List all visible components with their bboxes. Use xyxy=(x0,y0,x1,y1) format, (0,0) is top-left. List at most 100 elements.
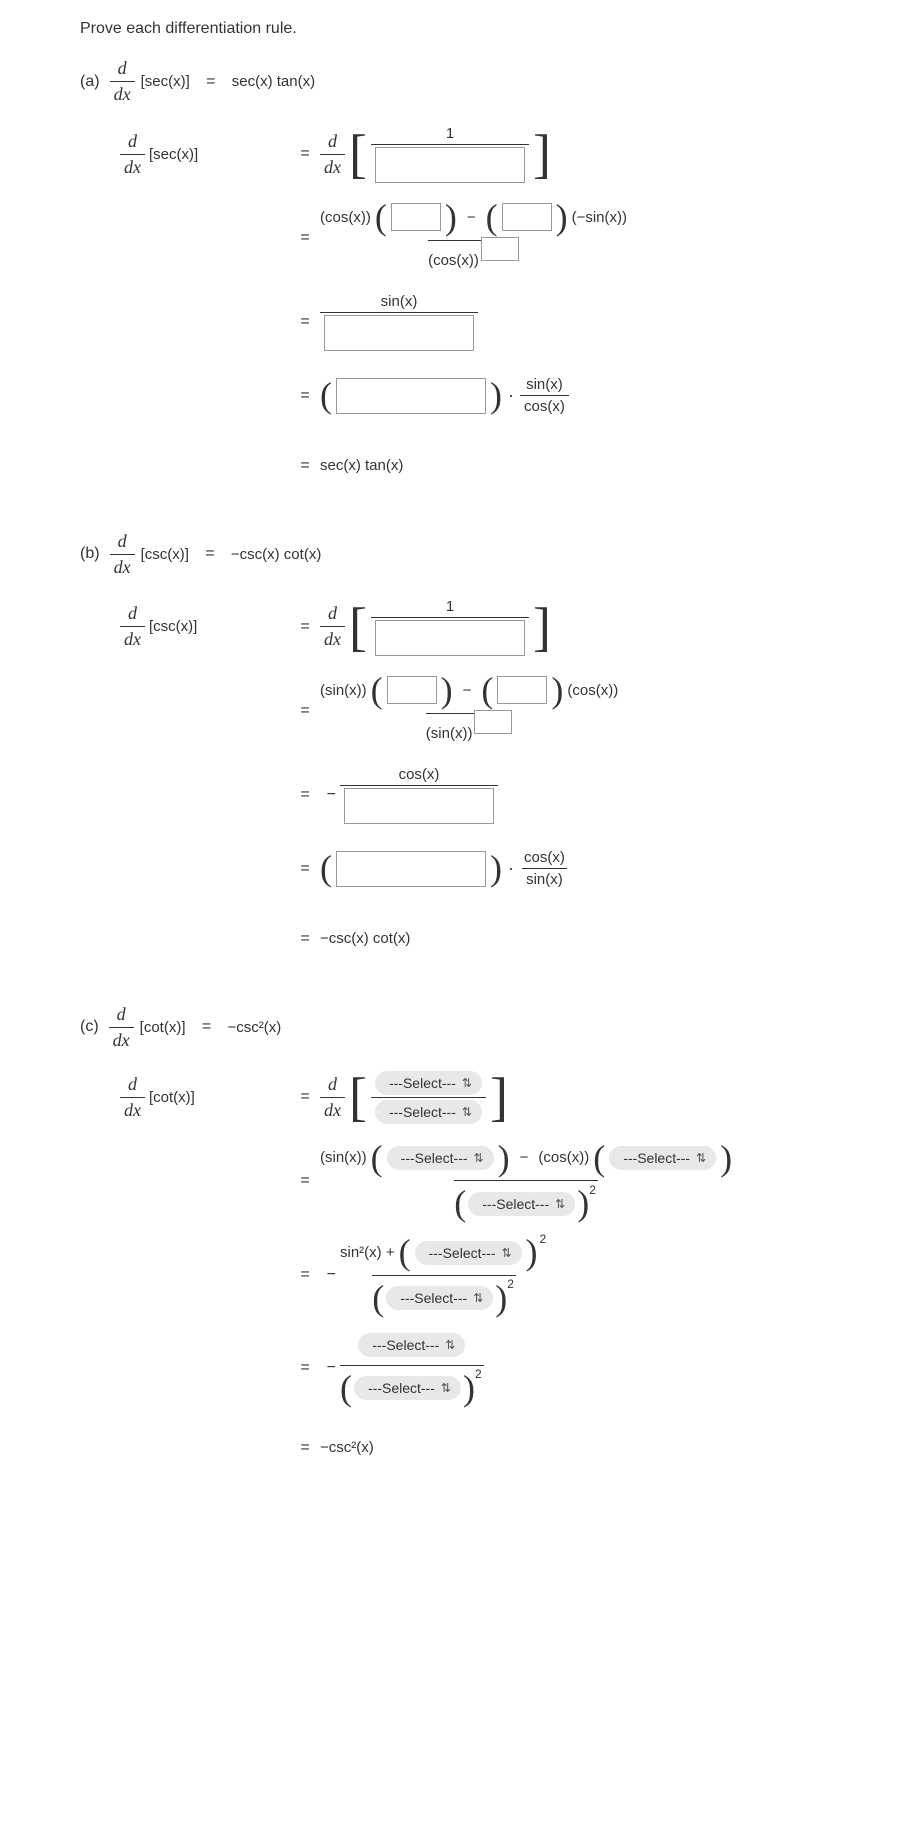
updown-icon: ⇅ xyxy=(445,1338,455,1352)
dx-sym: dx xyxy=(113,1030,130,1051)
select-c1-den[interactable]: ---Select---⇅ xyxy=(375,1100,482,1124)
part-c: (c) ddx [cot(x)] = −csc²(x) ddx [cot(x)]… xyxy=(80,1004,879,1473)
rule-c-lhs: [cot(x)] xyxy=(140,1019,186,1036)
equals: = xyxy=(290,457,320,475)
rule-a-rhs: sec(x) tan(x) xyxy=(232,73,315,90)
paren: ) xyxy=(577,1189,589,1218)
paren: ( xyxy=(340,1374,352,1403)
step-c2-sin: (sin(x)) xyxy=(320,1149,367,1166)
d-sym: d xyxy=(118,531,127,552)
select-label: ---Select--- xyxy=(623,1150,690,1166)
step-a1-num: 1 xyxy=(446,125,454,142)
paren: ( xyxy=(454,1189,466,1218)
select-label: ---Select--- xyxy=(401,1150,468,1166)
blank-input-b2a[interactable] xyxy=(387,676,437,704)
step-a2-cos: (cos(x)) xyxy=(320,209,371,226)
blank-input-a4[interactable] xyxy=(336,378,486,414)
paren: ) xyxy=(556,203,568,232)
squared: 2 xyxy=(475,1367,482,1381)
d-sym: d xyxy=(128,1074,137,1095)
select-c3b[interactable]: ---Select---⇅ xyxy=(386,1286,493,1310)
paren: ) xyxy=(526,1238,538,1267)
select-c4a[interactable]: ---Select---⇅ xyxy=(358,1333,465,1357)
squared: 2 xyxy=(540,1232,547,1246)
step-b4-num: cos(x) xyxy=(524,849,565,866)
paren: ( xyxy=(371,1144,383,1173)
proof-b: ddx [csc(x)] = ddx [ 1 ] = xyxy=(120,598,879,964)
dx-sym: dx xyxy=(114,84,131,105)
updown-icon: ⇅ xyxy=(501,1246,511,1260)
ddx-a: d dx xyxy=(110,58,135,105)
paren: ( xyxy=(375,203,387,232)
paren: ( xyxy=(320,854,332,883)
rule-b-rhs: −csc(x) cot(x) xyxy=(231,546,321,563)
select-c2b[interactable]: ---Select--- ⇅ xyxy=(609,1146,716,1170)
equals: = xyxy=(290,618,320,636)
equals: = xyxy=(290,930,320,948)
dx-sym: dx xyxy=(324,1100,341,1121)
select-c3a[interactable]: ---Select--- ⇅ xyxy=(415,1241,522,1265)
updown-icon: ⇅ xyxy=(696,1151,706,1165)
step-c2-cos: (cos(x)) xyxy=(538,1149,589,1166)
paren: ( xyxy=(371,676,383,705)
equals: = xyxy=(290,1088,320,1106)
blank-input-a2a[interactable] xyxy=(391,203,441,231)
paren: ) xyxy=(463,1374,475,1403)
dx-sym: dx xyxy=(324,629,341,650)
blank-input-b2c[interactable] xyxy=(474,710,512,734)
blank-input-b2b[interactable] xyxy=(497,676,547,704)
part-b-label: (b) xyxy=(80,545,100,563)
blank-input-b4[interactable] xyxy=(336,851,486,887)
select-label: ---Select--- xyxy=(389,1075,456,1091)
select-c1-num[interactable]: ---Select---⇅ xyxy=(375,1071,482,1095)
step-b2-sin: (sin(x)) xyxy=(320,682,367,699)
paren: ) xyxy=(498,1144,510,1173)
step-a4-num: sin(x) xyxy=(526,376,563,393)
equals: = xyxy=(290,387,320,405)
dot: · xyxy=(506,385,516,406)
d-sym: d xyxy=(328,603,337,624)
select-label: ---Select--- xyxy=(429,1245,496,1261)
updown-icon: ⇅ xyxy=(555,1197,565,1211)
neg: − xyxy=(320,786,340,804)
minus: − xyxy=(461,209,482,226)
bracket: ] xyxy=(533,603,551,652)
step-a5: sec(x) tan(x) xyxy=(320,457,403,474)
paren: ( xyxy=(593,1144,605,1173)
d-sym: d xyxy=(328,131,337,152)
step-b2-cos: (cos(x)) xyxy=(567,682,618,699)
select-c2c[interactable]: ---Select--- ⇅ xyxy=(468,1192,575,1216)
dx-sym: dx xyxy=(124,1100,141,1121)
step-b2-den: (sin(x)) xyxy=(426,725,473,742)
blank-input-b1[interactable] xyxy=(375,620,525,656)
minus: − xyxy=(514,1149,535,1166)
d-sym: d xyxy=(118,58,127,79)
select-c4b[interactable]: ---Select---⇅ xyxy=(354,1376,461,1400)
blank-input-b3[interactable] xyxy=(344,788,494,824)
select-c2a[interactable]: ---Select--- ⇅ xyxy=(387,1146,494,1170)
squared: 2 xyxy=(589,1183,596,1197)
page-heading: Prove each differentiation rule. xyxy=(80,20,879,38)
d-sym: d xyxy=(328,1074,337,1095)
dx-sym: dx xyxy=(124,157,141,178)
select-label: ---Select--- xyxy=(482,1196,549,1212)
neg: − xyxy=(320,1266,340,1284)
blank-input-a3[interactable] xyxy=(324,315,474,351)
proof-a: ddx [sec(x)] = ddx [ 1 ] = xyxy=(120,125,879,491)
neg: − xyxy=(320,1359,340,1377)
d-sym: d xyxy=(117,1004,126,1025)
equals: = xyxy=(195,545,225,563)
rule-b-lhs: [csc(x)] xyxy=(141,546,189,563)
proof-c: ddx [cot(x)] = ddx [ ---Select---⇅ ---Se… xyxy=(120,1071,879,1473)
paren: ) xyxy=(551,676,563,705)
updown-icon: ⇅ xyxy=(474,1151,484,1165)
dx-sym: dx xyxy=(324,157,341,178)
blank-input-a2c[interactable] xyxy=(481,237,519,261)
paren: ( xyxy=(399,1238,411,1267)
blank-input-a2b[interactable] xyxy=(502,203,552,231)
paren: ( xyxy=(486,203,498,232)
part-a: (a) d dx [sec(x)] = sec(x) tan(x) ddx [s… xyxy=(80,58,879,491)
select-label: ---Select--- xyxy=(389,1104,456,1120)
blank-input-a1[interactable] xyxy=(375,147,525,183)
equals: = xyxy=(290,786,320,804)
